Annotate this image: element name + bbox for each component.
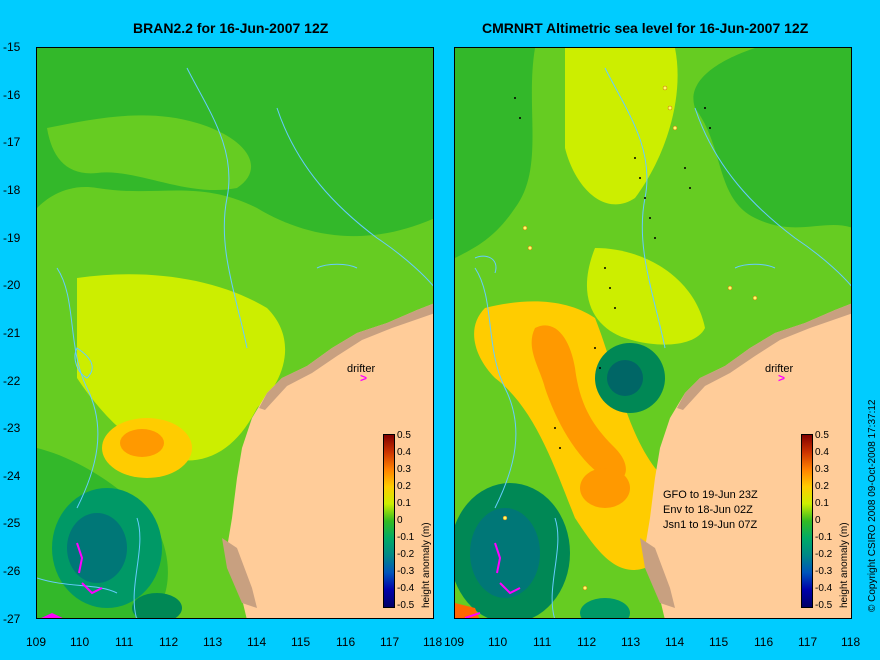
left-map-panel: drifter > 0.5 0.4 0.3 0.2 0.1 0 -0.1 -0.… [36,47,434,619]
colorbar-label: 0 [397,515,403,526]
colorbar-label: -0.2 [397,549,415,560]
colorbar-label: 0.1 [815,498,829,509]
colorbar-label: 0.5 [815,430,829,441]
colorbar-label: 0 [815,515,821,526]
colorbar-left [383,434,395,608]
colorbar-label: -0.1 [397,532,415,543]
colorbar-label: 0.4 [815,447,829,458]
lat-tick: -22 [3,374,21,388]
colorbar-label: -0.3 [815,566,833,577]
lon-tick: 117 [380,635,400,649]
lon-tick: 114 [247,635,267,649]
lat-tick: -26 [3,564,21,578]
lon-tick: 111 [115,635,134,649]
colorbar-label: -0.5 [397,600,415,611]
lon-tick: 118 [841,635,861,649]
drifter-label-left: drifter [347,363,376,375]
colorbar-right [801,434,813,608]
colorbar-label: 0.3 [815,464,829,475]
lon-tick: 112 [577,635,597,649]
colorbar-label: -0.2 [815,549,833,560]
lat-tick: -17 [3,135,21,149]
colorbar-label: -0.1 [815,532,833,543]
lon-tick: 113 [621,635,641,649]
colorbar-label: 0.1 [397,498,411,509]
lon-tick: 116 [336,635,356,649]
colorbar-label: -0.4 [397,583,415,594]
lon-tick: 112 [159,635,179,649]
colorbar-label: -0.3 [397,566,415,577]
lat-tick: -18 [3,183,21,197]
right-map-title: CMRNRT Altimetric sea level for 16-Jun-2… [482,20,809,36]
lat-tick: -15 [3,40,21,54]
lat-tick: -24 [3,469,21,483]
right-map-svg [455,48,851,618]
legend-line-jsn1: Jsn1 to 19-Jun 07Z [663,519,758,531]
lat-tick: -23 [3,421,21,435]
drifter-label-right: drifter [765,363,794,375]
drifter-marker-left: > [360,371,368,385]
colorbar-label: -0.4 [815,583,833,594]
lat-tick: -25 [3,516,21,530]
lon-tick: 109 [444,635,465,649]
right-map-panel: drifter > GFO to 19-Jun 23Z Env to 18-Ju… [454,47,852,619]
colorbar-label: -0.5 [815,600,833,611]
left-map-title: BRAN2.2 for 16-Jun-2007 12Z [133,20,329,36]
colorbar-label: 0.2 [815,481,829,492]
lon-tick: 115 [291,635,311,649]
copyright-notice: © Copyright CSIRO 2008 09-Oct-2008 17:37… [867,399,878,613]
colorbar-title-left: height anomaly (m) [421,522,432,608]
lon-tick: 109 [26,635,47,649]
lon-tick: 114 [665,635,685,649]
lon-tick: 110 [70,635,90,649]
lon-tick: 117 [798,635,818,649]
lon-tick: 111 [533,635,552,649]
left-map-svg [37,48,433,618]
lat-tick: -19 [3,231,21,245]
drifter-marker-right: > [778,371,786,385]
lat-tick: -21 [3,326,21,340]
lon-tick: 115 [709,635,729,649]
lat-tick: -27 [3,612,21,626]
lat-tick: -20 [3,278,21,292]
lon-tick: 118 [423,635,443,649]
legend-line-gfo: GFO to 19-Jun 23Z [663,489,758,501]
altimeter-legend: GFO to 19-Jun 23Z Env to 18-Jun 02Z Jsn1… [663,488,758,533]
colorbar-title-right: height anomaly (m) [839,522,850,608]
colorbar-label: 0.5 [397,430,411,441]
lon-tick: 110 [488,635,508,649]
lon-tick: 116 [754,635,774,649]
legend-line-env: Env to 18-Jun 02Z [663,504,753,516]
colorbar-label: 0.4 [397,447,411,458]
lon-tick: 113 [203,635,223,649]
colorbar-label: 0.3 [397,464,411,475]
lat-tick: -16 [3,88,21,102]
colorbar-label: 0.2 [397,481,411,492]
